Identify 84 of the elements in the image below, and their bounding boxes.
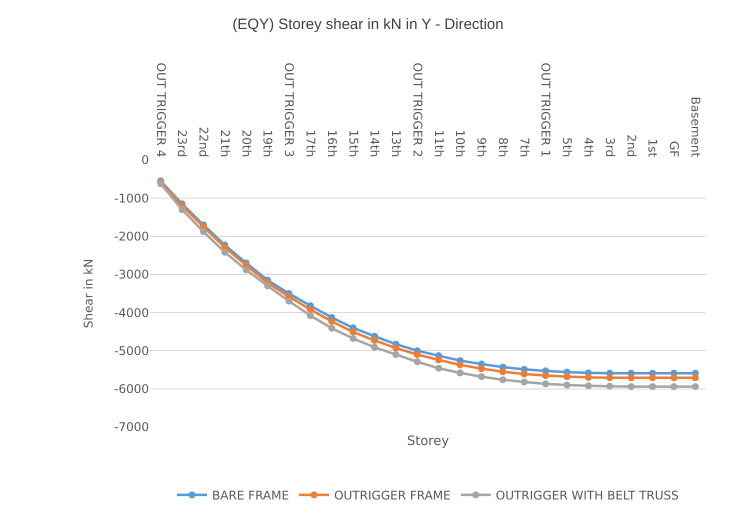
point [564, 373, 570, 380]
x-tick-label: 19th [260, 130, 275, 158]
x-tick-label: 23rd [175, 130, 190, 158]
point [520, 378, 528, 386]
point [242, 266, 250, 274]
point [478, 373, 485, 380]
x-tick-label: 20th [239, 130, 254, 158]
point [392, 344, 400, 352]
point [628, 383, 635, 390]
x-tick-label: 9th [474, 137, 489, 158]
point [435, 356, 442, 364]
x-axis-title: Storey [407, 434, 450, 449]
x-tick-label: 15th [346, 130, 360, 158]
x-tick-label: 1st [646, 138, 660, 158]
x-tick-label: 2nd [624, 134, 638, 158]
point [306, 312, 314, 320]
legend-label: BARE FRAME [212, 488, 290, 503]
point [499, 376, 506, 384]
legend-label: OUTRIGGER FRAME [334, 488, 451, 503]
y-tick-label: -6000 [114, 382, 149, 396]
y-tick-label: -5000 [114, 344, 149, 358]
x-tick-label: 3rd [602, 137, 617, 158]
x-tick-label: 22nd [196, 126, 211, 158]
x-tick-label: OUT TRIGGER 1 [538, 62, 553, 158]
legend-label: OUTRIGGER WITH BELT TRUSS [496, 488, 679, 503]
point [564, 382, 570, 389]
x-tick-label: GF [667, 140, 682, 158]
point [520, 370, 528, 378]
x-tick-label: 14th [368, 130, 382, 158]
point [649, 383, 656, 390]
point [584, 382, 592, 390]
chart-title: (EQY) Storey shear in kN in Y - Direction [232, 16, 504, 33]
point [692, 383, 699, 390]
x-tick-label: 4th [581, 137, 596, 158]
point [542, 372, 550, 380]
point [606, 374, 614, 382]
x-tick-label: OUT TRIGGER 2 [410, 62, 424, 158]
point [286, 298, 292, 305]
point [414, 351, 421, 358]
point [328, 318, 336, 325]
point [584, 374, 592, 381]
point [628, 374, 635, 382]
x-tick-label: 10th [453, 130, 468, 158]
point [456, 369, 464, 376]
point [542, 380, 550, 388]
x-tick-label: 21th [218, 130, 232, 158]
y-tick-label: -1000 [114, 191, 149, 206]
x-tick-label: 16th [324, 130, 339, 158]
point [264, 282, 272, 290]
point [456, 361, 464, 368]
point [200, 228, 207, 236]
point [670, 383, 678, 390]
y-tick-label: -7000 [114, 420, 149, 434]
x-tick-label: OUT TRIGGER 3 [282, 62, 296, 158]
x-tick-label: 7th [517, 137, 532, 158]
point [371, 336, 378, 344]
point [392, 351, 400, 358]
point [414, 358, 421, 366]
x-tick-label: 17th [303, 130, 318, 158]
y-tick-label: 0 [141, 153, 149, 168]
y-tick-label: -3000 [114, 268, 149, 282]
point [606, 382, 614, 390]
point [435, 364, 442, 372]
y-tick-label: -2000 [114, 229, 149, 244]
point [371, 344, 378, 351]
point [350, 328, 357, 336]
point [478, 365, 485, 372]
point [221, 248, 228, 256]
point [350, 335, 357, 342]
point [499, 368, 506, 376]
x-tick-label: 13th [389, 130, 404, 158]
point [692, 374, 699, 382]
point [178, 206, 186, 214]
point [670, 374, 678, 382]
point [649, 374, 656, 382]
x-tick-label: Basement [688, 96, 702, 158]
point [306, 306, 314, 314]
y-axis-title: Shear in kN [81, 258, 96, 328]
x-tick-label: 8th [496, 137, 510, 158]
x-tick-label: 11th [432, 130, 446, 158]
y-tick-label: -4000 [114, 306, 149, 320]
x-tick-label: 5th [560, 137, 574, 158]
x-tick-label: OUT TRIGGER 4 [154, 62, 168, 158]
point [328, 324, 336, 332]
